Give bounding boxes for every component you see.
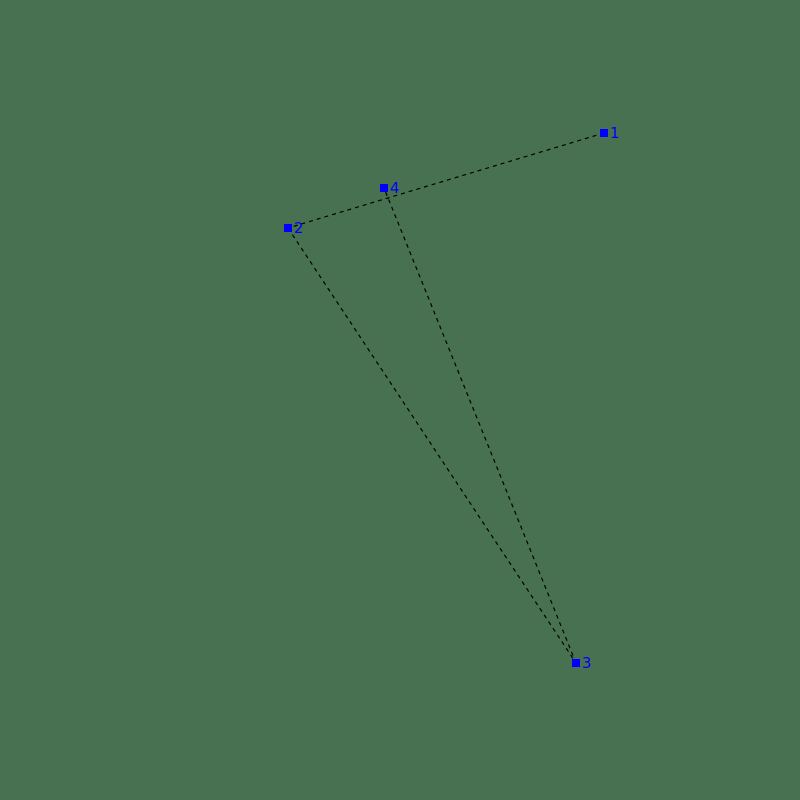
node-1-label: 1 — [610, 124, 620, 142]
node-3-marker[interactable] — [572, 659, 580, 667]
node-4-label: 4 — [390, 179, 400, 197]
node-4-marker[interactable] — [380, 184, 388, 192]
node-2-marker[interactable] — [284, 224, 292, 232]
node-3-label: 3 — [582, 654, 592, 672]
edge-3-4 — [383, 187, 577, 664]
node-1-marker[interactable] — [600, 129, 608, 137]
edge-2-3 — [287, 227, 577, 664]
edge-1-2 — [287, 132, 605, 229]
node-2-label: 2 — [294, 219, 304, 237]
